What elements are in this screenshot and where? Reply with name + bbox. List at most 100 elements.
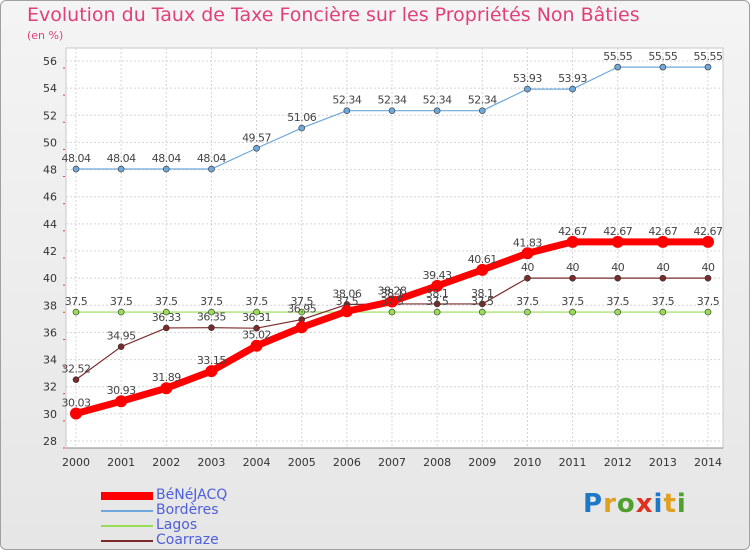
y-tick-label: 50 xyxy=(43,136,57,149)
x-tick-label: 2011 xyxy=(559,456,587,469)
data-label: 48.04 xyxy=(107,152,136,165)
data-point xyxy=(656,235,669,248)
data-point xyxy=(295,321,308,334)
data-label: 37.5 xyxy=(381,295,404,308)
data-label: 49.57 xyxy=(242,131,271,144)
data-label: 38.1 xyxy=(471,287,494,300)
y-tick-label: 34 xyxy=(43,354,57,367)
data-point xyxy=(162,308,170,316)
data-label: 52.34 xyxy=(468,94,497,107)
legend-item: Coarraze xyxy=(101,533,227,548)
data-point xyxy=(117,343,125,350)
data-point xyxy=(386,295,398,308)
data-point xyxy=(659,63,667,71)
data-point xyxy=(478,107,486,114)
x-tick-label: 2012 xyxy=(604,456,632,469)
data-point xyxy=(431,279,444,292)
data-point xyxy=(433,107,441,114)
data-point xyxy=(343,107,351,114)
data-label: 39.43 xyxy=(423,269,452,282)
data-label: 40 xyxy=(566,261,579,274)
data-point xyxy=(614,274,622,282)
data-label: 37.5 xyxy=(516,295,539,308)
y-tick-label: 46 xyxy=(43,191,57,204)
data-point xyxy=(476,263,489,276)
data-point xyxy=(569,85,576,93)
data-point xyxy=(162,324,170,332)
logo-letter: P xyxy=(583,489,604,519)
data-label: 42.67 xyxy=(558,225,587,238)
legend-label: Bordères xyxy=(156,502,219,518)
x-tick-label: 2014 xyxy=(694,456,722,469)
data-label: 40 xyxy=(702,261,715,274)
y-tick-label: 54 xyxy=(43,82,57,95)
data-label: 48.04 xyxy=(152,152,181,165)
chart-legend: BéNéJACQ Bordères Lagos Coarraze xyxy=(101,488,227,548)
data-point xyxy=(70,407,82,420)
data-label: 30.03 xyxy=(62,396,91,409)
data-point xyxy=(340,305,353,318)
data-point xyxy=(162,165,170,173)
data-point xyxy=(524,85,531,93)
data-point xyxy=(205,365,218,378)
data-label: 36.35 xyxy=(197,311,226,324)
data-point xyxy=(433,300,441,308)
data-label: 40 xyxy=(521,261,534,274)
data-label: 37.5 xyxy=(606,295,629,308)
data-point xyxy=(524,274,531,282)
data-label: 37.5 xyxy=(561,295,584,308)
data-label: 38.06 xyxy=(332,287,361,300)
data-point xyxy=(115,395,128,408)
logo-letter: r xyxy=(603,489,617,519)
data-label: 37.5 xyxy=(110,295,133,308)
data-label: 53.93 xyxy=(513,72,542,85)
data-label: 37.5 xyxy=(155,295,178,308)
y-tick-label: 30 xyxy=(43,408,57,421)
data-label: 30.93 xyxy=(107,384,136,397)
data-label: 41.83 xyxy=(513,236,542,249)
data-point xyxy=(388,308,396,316)
data-label: 31.89 xyxy=(152,371,181,384)
data-point xyxy=(208,324,215,331)
x-tick-label: 2006 xyxy=(333,456,361,469)
data-point xyxy=(569,274,576,282)
y-tick-label: 44 xyxy=(43,218,57,231)
y-axis-unit-label: (en %) xyxy=(27,29,64,42)
data-label: 52.34 xyxy=(378,94,407,107)
data-point xyxy=(160,382,173,395)
x-tick-label: 2007 xyxy=(378,456,406,469)
data-label: 40 xyxy=(656,261,669,274)
data-point xyxy=(659,274,667,282)
data-point xyxy=(117,308,125,316)
data-label: 38.28 xyxy=(378,284,407,297)
proxiti-logo: Proxiti xyxy=(583,489,687,519)
legend-label: Coarraze xyxy=(156,532,219,548)
data-point xyxy=(704,274,712,282)
data-label: 53.93 xyxy=(558,72,587,85)
data-label: 48.04 xyxy=(62,152,91,165)
data-point xyxy=(253,144,260,152)
data-point xyxy=(614,308,622,316)
data-point xyxy=(521,247,534,260)
data-point xyxy=(478,300,486,308)
data-point xyxy=(614,63,622,71)
x-tick-label: 2001 xyxy=(107,456,135,469)
y-tick-label: 36 xyxy=(43,326,57,339)
data-point xyxy=(566,235,579,248)
legend-item: Bordères xyxy=(101,503,227,518)
y-tick-label: 56 xyxy=(43,55,57,68)
data-point xyxy=(250,339,263,352)
data-label: 37.5 xyxy=(290,295,313,308)
data-label: 37.5 xyxy=(336,295,359,308)
data-point xyxy=(388,107,396,114)
data-label: 40.61 xyxy=(468,253,497,266)
data-label: 38.1 xyxy=(381,287,404,300)
x-tick-label: 2008 xyxy=(423,456,451,469)
data-label: 42.67 xyxy=(648,225,677,238)
logo-letter: i xyxy=(676,489,687,519)
data-label: 37.5 xyxy=(697,295,720,308)
data-point xyxy=(117,165,125,173)
y-tick-label: 38 xyxy=(43,299,57,312)
data-point xyxy=(611,235,624,248)
data-label: 52.34 xyxy=(423,94,452,107)
